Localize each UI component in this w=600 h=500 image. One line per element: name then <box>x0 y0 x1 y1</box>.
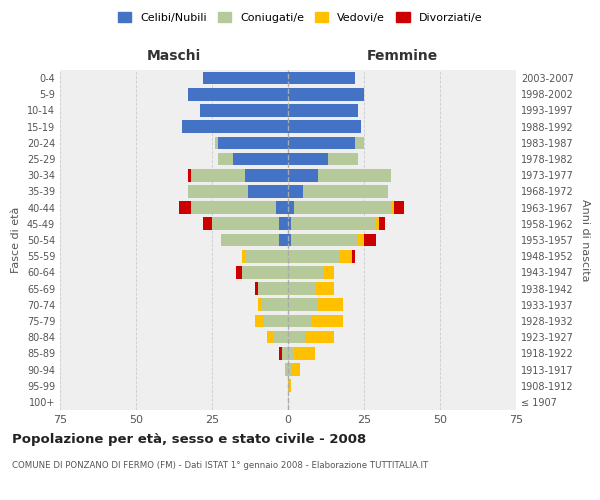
Bar <box>379 218 385 230</box>
Bar <box>288 363 291 376</box>
Bar <box>394 202 404 214</box>
Bar <box>316 282 334 295</box>
Bar <box>288 88 364 101</box>
Bar <box>352 250 355 262</box>
Text: Popolazione per età, sesso e stato civile - 2008: Popolazione per età, sesso e stato civil… <box>12 432 366 446</box>
Bar <box>288 202 294 214</box>
Bar <box>291 218 376 230</box>
Bar <box>288 380 291 392</box>
Bar <box>254 314 263 328</box>
Bar <box>248 185 288 198</box>
Bar <box>288 250 340 262</box>
Bar <box>288 120 361 133</box>
Y-axis label: Fasce di età: Fasce di età <box>11 207 21 273</box>
Bar <box>288 347 294 360</box>
Bar <box>285 363 288 376</box>
Bar <box>291 363 300 376</box>
Bar <box>325 266 334 278</box>
Bar <box>340 250 352 262</box>
Bar <box>282 347 288 360</box>
Bar <box>358 234 364 246</box>
Bar <box>294 347 316 360</box>
Bar <box>203 218 212 230</box>
Bar <box>355 136 364 149</box>
Bar <box>276 202 288 214</box>
Bar <box>288 266 325 278</box>
Bar <box>218 152 233 166</box>
Bar <box>179 202 191 214</box>
Bar <box>191 202 276 214</box>
Text: Femmine: Femmine <box>367 48 437 62</box>
Bar <box>288 169 319 181</box>
Bar <box>233 152 288 166</box>
Bar <box>288 185 303 198</box>
Y-axis label: Anni di nascita: Anni di nascita <box>580 198 590 281</box>
Bar <box>328 152 358 166</box>
Bar <box>288 331 306 344</box>
Bar <box>212 218 279 230</box>
Text: Maschi: Maschi <box>147 48 201 62</box>
Bar <box>203 72 288 85</box>
Bar <box>188 185 248 198</box>
Bar <box>391 202 394 214</box>
Bar <box>279 347 282 360</box>
Bar <box>267 331 273 344</box>
Bar <box>376 218 379 230</box>
Bar <box>288 234 291 246</box>
Bar <box>242 250 245 262</box>
Bar <box>221 234 279 246</box>
Bar <box>288 152 328 166</box>
Bar <box>188 88 288 101</box>
Bar <box>257 298 260 311</box>
Bar <box>236 266 242 278</box>
Bar <box>288 314 313 328</box>
Bar <box>242 266 288 278</box>
Legend: Celibi/Nubili, Coniugati/e, Vedovi/e, Divorziati/e: Celibi/Nubili, Coniugati/e, Vedovi/e, Di… <box>113 8 487 28</box>
Bar <box>288 104 358 117</box>
Bar <box>182 120 288 133</box>
Bar <box>191 169 245 181</box>
Bar <box>279 234 288 246</box>
Bar <box>215 136 218 149</box>
Bar <box>319 298 343 311</box>
Bar <box>288 136 355 149</box>
Bar <box>306 331 334 344</box>
Bar <box>257 282 288 295</box>
Bar <box>291 234 358 246</box>
Bar <box>288 282 316 295</box>
Bar <box>288 218 291 230</box>
Bar <box>313 314 343 328</box>
Bar <box>288 298 319 311</box>
Bar <box>200 104 288 117</box>
Bar <box>288 72 355 85</box>
Bar <box>303 185 388 198</box>
Text: COMUNE DI PONZANO DI FERMO (FM) - Dati ISTAT 1° gennaio 2008 - Elaborazione TUTT: COMUNE DI PONZANO DI FERMO (FM) - Dati I… <box>12 460 428 469</box>
Bar <box>263 314 288 328</box>
Bar <box>254 282 257 295</box>
Bar <box>273 331 288 344</box>
Bar <box>188 169 191 181</box>
Bar <box>245 250 288 262</box>
Bar <box>218 136 288 149</box>
Bar <box>364 234 376 246</box>
Bar <box>279 218 288 230</box>
Bar <box>294 202 391 214</box>
Bar <box>319 169 391 181</box>
Bar <box>260 298 288 311</box>
Bar <box>245 169 288 181</box>
